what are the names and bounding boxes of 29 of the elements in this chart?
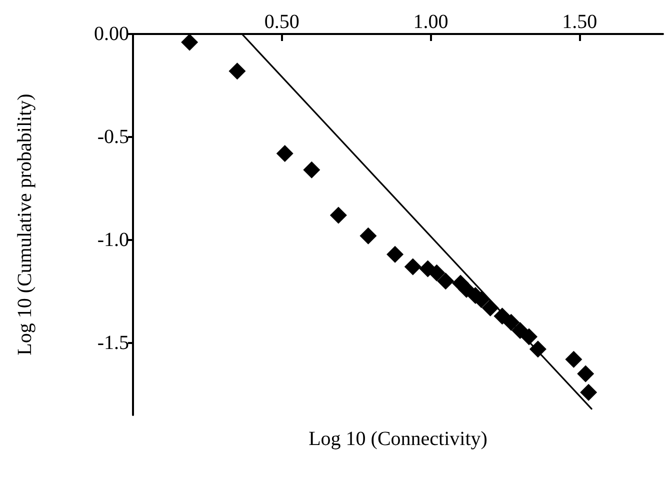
- point: [520, 328, 538, 346]
- point: [482, 299, 499, 316]
- point: [458, 280, 475, 298]
- point: [565, 350, 582, 368]
- point: [428, 264, 446, 282]
- x-tick-label: 1.00: [413, 11, 448, 33]
- y-tick-label: -1.0: [97, 228, 129, 251]
- point: [360, 227, 377, 244]
- point: [228, 62, 246, 80]
- point: [529, 340, 546, 358]
- y-tick-label: 0.00: [94, 23, 129, 45]
- point: [437, 272, 454, 290]
- y-tick-label: -0.5: [97, 126, 129, 148]
- x-tick-label: 1.50: [562, 11, 598, 33]
- point: [330, 206, 347, 224]
- y-axis-title: Log 10 (Cumulative probability): [14, 94, 36, 356]
- point: [580, 384, 598, 401]
- point: [577, 365, 594, 382]
- x-axis-title: Log 10 (Connectivity): [308, 428, 488, 450]
- point: [494, 308, 511, 325]
- point: [502, 314, 520, 331]
- x-tick-label: 0.50: [264, 11, 300, 33]
- point: [303, 161, 320, 178]
- point: [512, 322, 529, 340]
- point: [181, 34, 198, 51]
- y-tick-label: -1.5: [97, 332, 129, 354]
- point: [386, 246, 404, 263]
- point: [404, 258, 422, 276]
- point: [276, 144, 294, 162]
